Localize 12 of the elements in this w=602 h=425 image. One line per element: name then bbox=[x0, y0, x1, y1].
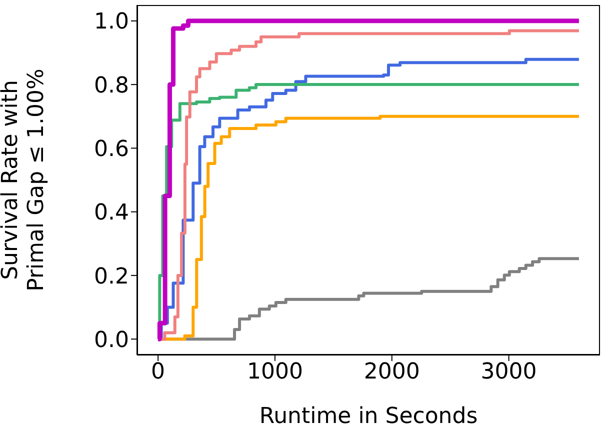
y-tick-label: 1.0 bbox=[94, 10, 129, 35]
y-tick-label: 0.8 bbox=[94, 73, 129, 98]
y-tick-label: 0.2 bbox=[94, 264, 129, 290]
y-axis-title: Survival Rate with Primal Gap ≤ 1.00% bbox=[0, 68, 49, 292]
x-tick-label: 0 bbox=[151, 360, 166, 385]
x-tick-label: 3000 bbox=[480, 360, 537, 385]
x-tick-label: 2000 bbox=[364, 360, 420, 385]
x-tick-label: 1000 bbox=[246, 360, 303, 385]
y-tick-label: 0.4 bbox=[94, 200, 129, 226]
y-tick-label: 0.6 bbox=[94, 136, 129, 162]
x-axis-title: Runtime in Seconds bbox=[259, 404, 478, 425]
y-tick-label: 0.0 bbox=[94, 328, 129, 353]
